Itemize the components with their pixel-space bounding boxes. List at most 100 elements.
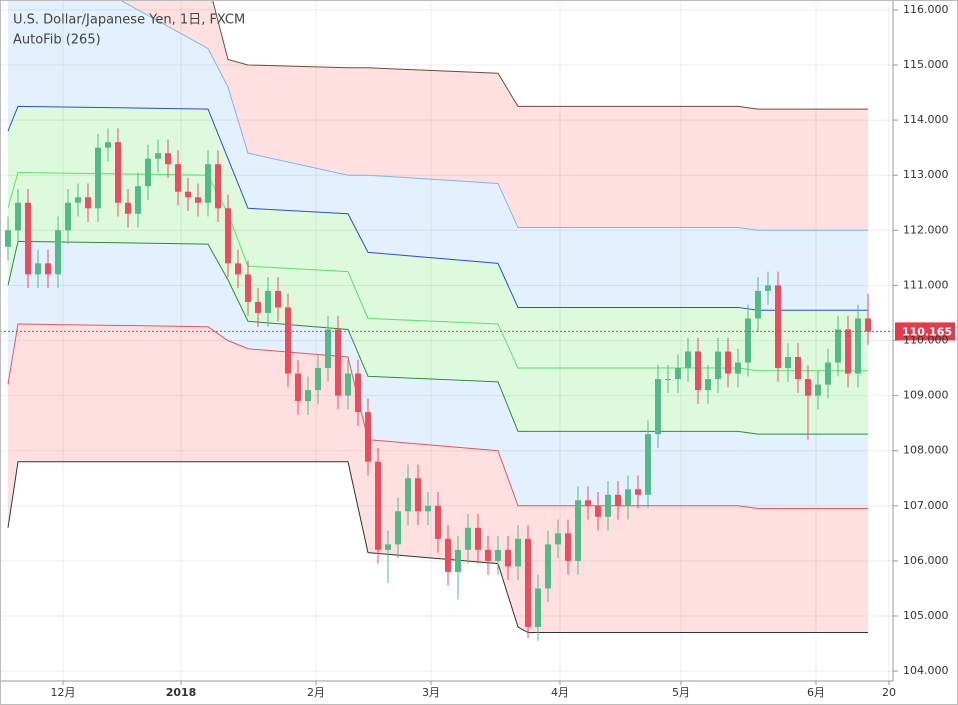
candle-body [755,290,761,319]
candle-body [825,362,831,385]
candle-body [665,379,671,381]
candle-body [635,489,641,495]
candle-body [435,505,441,539]
candle-body [455,549,461,572]
candle-body [865,318,871,332]
candle-body [685,351,691,369]
y-tick-label: 106.000 [903,554,949,567]
candle-body [785,357,791,369]
candle-body [275,290,281,308]
plot-area [0,0,893,681]
y-tick-label: 107.000 [903,499,949,512]
candle-body [395,511,401,545]
y-tick-label: 105.000 [903,609,949,622]
candle-body [325,329,331,369]
candle-body [555,533,561,545]
candle-body [595,505,601,517]
y-tick-label: 115.000 [903,58,949,71]
fib-level-line [212,0,868,110]
candle-body [585,500,591,506]
candle-body [375,461,381,550]
fib-band [8,172,868,435]
fib-band [120,0,868,231]
candle-body [145,158,151,187]
candle-body [115,142,121,203]
foreground: U.S. Dollar/Japanese Yen, 1日, FXCM AutoF… [13,13,955,341]
candle-body [365,412,371,462]
candle-body [285,307,291,374]
candle-body [815,384,821,396]
candle-body [535,588,541,628]
candle-body [35,263,41,275]
candle-body [655,379,661,435]
candle-body [125,202,131,214]
x-tick-label: 2018 [166,686,197,699]
candle-body [625,489,631,506]
y-tick-label: 113.000 [903,168,949,181]
candle-body [415,478,421,512]
candle-body [245,274,251,302]
candle-body [405,478,411,512]
fib-level-line [7,105,868,311]
y-tick-label: 110.000 [903,334,949,347]
candle-body [305,390,311,402]
candle-body [205,164,211,203]
x-tick-label: 12月 [51,686,76,699]
y-tick-label: 109.000 [903,389,949,402]
candle-body [525,538,531,628]
candle-body [705,379,711,391]
candle-body [75,197,81,203]
fib-band [8,106,868,371]
candle-body [135,186,141,214]
candle-body [475,527,481,550]
candle-body [445,538,451,572]
candle-body [765,285,771,291]
candle-body [45,263,51,275]
candle-body [565,533,571,561]
candle-body [215,164,221,209]
candle-body [225,208,231,264]
candle-body [745,318,751,363]
candle-body [335,329,341,396]
x-tick-label: 20 [882,686,896,699]
candle-body [5,230,11,247]
candle-body [735,362,741,374]
candle-body [265,290,271,313]
candle-body [505,549,511,567]
last-price-box [895,322,955,341]
candle-body [65,202,71,231]
candle-body [165,153,171,165]
candle-body [485,549,491,561]
candle-body [605,494,611,517]
y-tick-label: 108.000 [903,444,949,457]
candle-body [855,318,861,374]
candle-body [795,357,801,380]
fib-band [8,323,868,633]
candle-body [615,494,621,506]
candle-body [345,373,351,396]
x-tick-label: 4月 [551,686,569,699]
candle-body [835,329,841,363]
indicator-name: AutoFib (265) [13,33,101,48]
candle-body [465,527,471,550]
candle-body [515,538,521,567]
y-tick-label: 116.000 [903,3,949,16]
candle-body [95,147,101,209]
candle-body [315,368,321,391]
y-tick-label: 104.000 [903,664,949,677]
candle-body [675,368,681,380]
candle-body [845,329,851,374]
candle-body [15,202,21,231]
candle-body [85,197,91,209]
x-tick-label: 2月 [307,686,325,699]
candle-body [495,549,501,561]
candle-body [55,230,61,275]
candle-body [775,285,781,369]
x-tick-label: 5月 [672,686,690,699]
candle-body [695,351,701,391]
candle-body [425,505,431,512]
fib-level-line [118,0,868,231]
x-tick-label: 3月 [422,686,440,699]
candle-body [105,142,111,148]
candle-body [235,263,241,275]
